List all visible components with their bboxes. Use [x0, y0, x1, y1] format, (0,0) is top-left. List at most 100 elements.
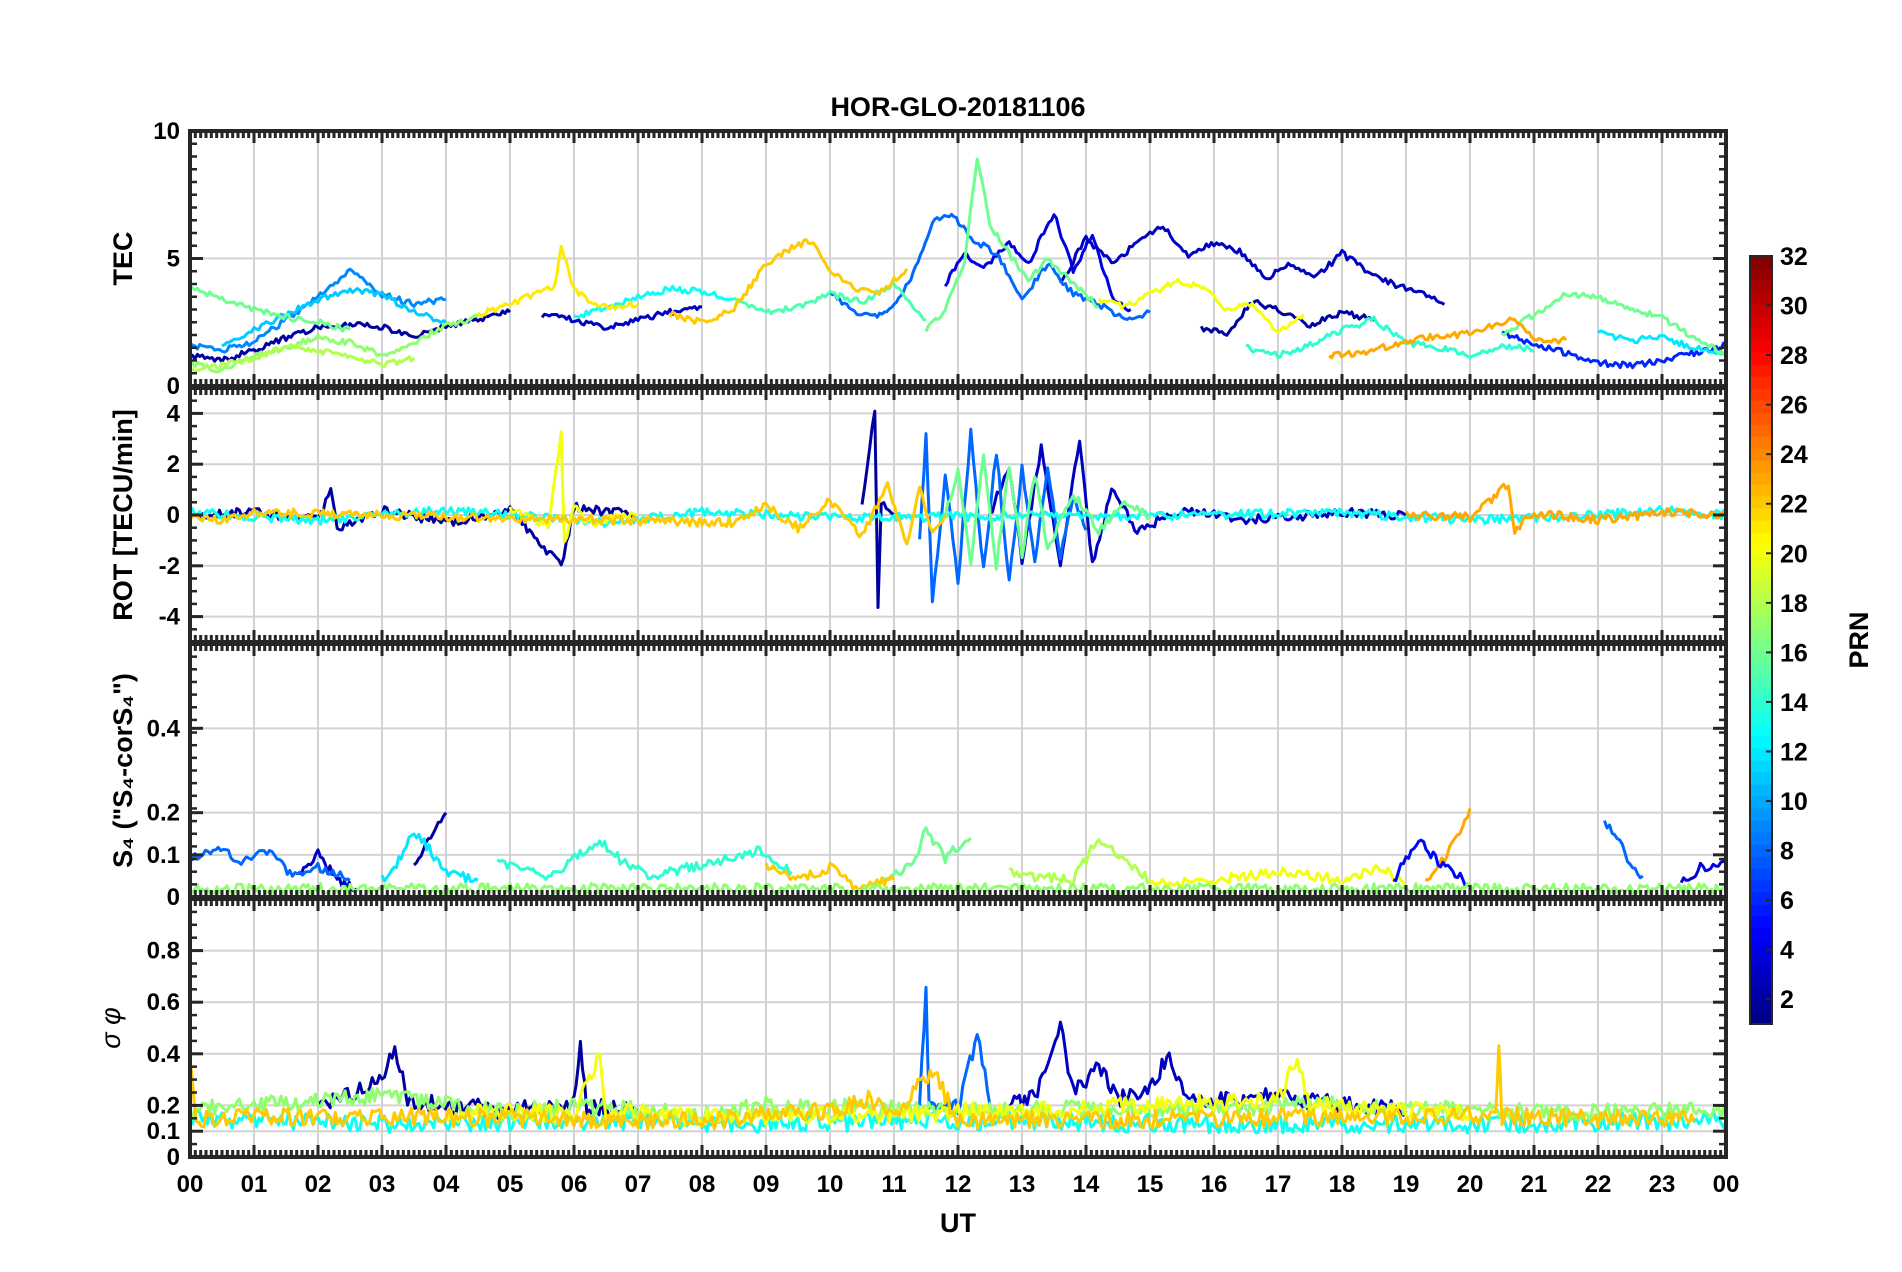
colorbar-segment — [1750, 268, 1772, 281]
colorbar-segment — [1750, 712, 1772, 725]
panel-rot-data — [190, 409, 1726, 609]
y-tick-label-sigma: 0.2 — [147, 1092, 180, 1119]
colorbar-segment — [1750, 856, 1772, 869]
colorbar-segment — [1750, 916, 1772, 929]
colorbar-tick-label: 20 — [1780, 540, 1808, 568]
y-tick-label-tec: 10 — [153, 118, 180, 145]
colorbar-segment — [1750, 256, 1772, 269]
colorbar-segment — [1750, 352, 1772, 365]
colorbar-segment — [1750, 496, 1772, 509]
x-tick-label: 16 — [1201, 1171, 1228, 1198]
y-tick-label-sigma: 0.1 — [147, 1118, 180, 1145]
colorbar-segment — [1750, 724, 1772, 737]
series-tec-prn6 — [1501, 330, 1726, 370]
colorbar-segment — [1750, 880, 1772, 893]
series-s4-prn14 — [496, 839, 793, 882]
colorbar-segment — [1750, 1000, 1772, 1013]
series-tec-prn2 — [1199, 299, 1375, 337]
series-tec-prn8 — [828, 212, 1151, 321]
y-tick-label-s4: 0 — [167, 884, 180, 911]
y-axis-label-s4: S₄ ("S₄-corS₄") — [108, 673, 138, 868]
x-tick-label: 21 — [1521, 1171, 1548, 1198]
x-tick-label: 19 — [1393, 1171, 1420, 1198]
colorbar-segment — [1750, 736, 1772, 749]
panel-s4-data — [190, 808, 1726, 896]
y-tick-label-tec: 0 — [167, 373, 180, 400]
series-tec-prn12 — [1597, 329, 1726, 356]
series-s4-prn20 — [1148, 864, 1407, 890]
x-tick-label: 18 — [1329, 1171, 1356, 1198]
colorbar-segment — [1750, 592, 1772, 605]
colorbar-segment — [1750, 280, 1772, 293]
colorbar-segment — [1750, 388, 1772, 401]
colorbar-tick-label: 24 — [1780, 441, 1808, 469]
y-tick-label-rot: -4 — [159, 604, 181, 631]
series-s4-prn5 — [1392, 838, 1471, 887]
colorbar-tick-label: 16 — [1780, 639, 1808, 667]
series-s4-prn2 — [412, 811, 448, 867]
colorbar-segment — [1750, 700, 1772, 713]
colorbar-segment — [1750, 508, 1772, 521]
series-tec-prn22 — [668, 238, 909, 325]
colorbar-segment — [1750, 808, 1772, 821]
series-tec-prn23 — [1328, 316, 1568, 360]
colorbar-segment — [1750, 664, 1772, 677]
x-tick-label: 10 — [817, 1171, 844, 1198]
data-layer — [190, 157, 1726, 1135]
colorbar-segment — [1750, 520, 1772, 533]
x-tick-label: 09 — [753, 1171, 780, 1198]
series-s4-prn16 — [880, 826, 972, 882]
y-axis-label-sigma: σ φ — [96, 1007, 126, 1048]
x-tick-label: 08 — [689, 1171, 716, 1198]
series-tec-prn18 — [190, 343, 416, 373]
colorbar-tick-label: 22 — [1780, 491, 1808, 519]
colorbar-tick-label: 4 — [1780, 937, 1794, 965]
series-s4-prn12 — [380, 832, 479, 884]
series-sigma-prn8 — [918, 985, 992, 1116]
colorbar-segment — [1750, 376, 1772, 389]
series-rot-prn22 — [190, 481, 947, 546]
colorbar-segment — [1750, 976, 1772, 989]
series-tec-prn16 — [924, 157, 1099, 333]
colorbar-segment — [1750, 760, 1772, 773]
colorbar-segment — [1750, 964, 1772, 977]
colorbar-segment — [1750, 580, 1772, 593]
colorbar-segment — [1750, 868, 1772, 881]
series-tec-prn13 — [573, 284, 735, 319]
series-tec-prn16 — [1501, 291, 1726, 357]
y-tick-label-rot: 2 — [167, 451, 180, 478]
series-sigma-prn13 — [190, 1108, 1726, 1135]
colorbar-tick-label: 8 — [1780, 838, 1794, 866]
y-tick-label-rot: -2 — [159, 553, 180, 580]
frame-layer — [188, 129, 1728, 1159]
x-tick-label: 01 — [241, 1171, 268, 1198]
series-s4-prn18 — [1008, 838, 1152, 887]
colorbar-tick-label: 26 — [1780, 392, 1808, 420]
colorbar-segment — [1750, 904, 1772, 917]
series-rot-prn8 — [918, 427, 1088, 604]
series-rot-prn2 — [860, 409, 895, 609]
colorbar-segment — [1750, 928, 1772, 941]
x-tick-label: 20 — [1457, 1171, 1484, 1198]
colorbar-tick-label: 18 — [1780, 590, 1808, 618]
colorbar-segment — [1750, 988, 1772, 1001]
x-tick-label: 13 — [1009, 1171, 1036, 1198]
panel-tec-data — [190, 157, 1726, 374]
colorbar-tick-label: 12 — [1780, 738, 1808, 766]
colorbar-tick-label: 6 — [1780, 887, 1794, 915]
y-tick-label-s4: 0.4 — [147, 715, 181, 742]
colorbar-segment — [1750, 400, 1772, 413]
y-tick-label-s4: 0.1 — [147, 842, 180, 869]
colorbar-tick-label: 30 — [1780, 293, 1808, 321]
series-tec-prn15 — [732, 282, 927, 322]
colorbar-segment — [1750, 688, 1772, 701]
colorbar-segment — [1750, 652, 1772, 665]
colorbar-frame — [1749, 255, 1773, 1025]
colorbar-segment — [1750, 628, 1772, 641]
series-tec-prn9 — [190, 267, 447, 354]
colorbar-segment — [1750, 340, 1772, 353]
colorbar-segment — [1750, 436, 1772, 449]
y-axis-label-rot: ROT [TECU/min] — [108, 409, 138, 620]
series-tec-prn21 — [476, 244, 639, 317]
series-sigma-prn22 — [190, 1044, 1696, 1131]
